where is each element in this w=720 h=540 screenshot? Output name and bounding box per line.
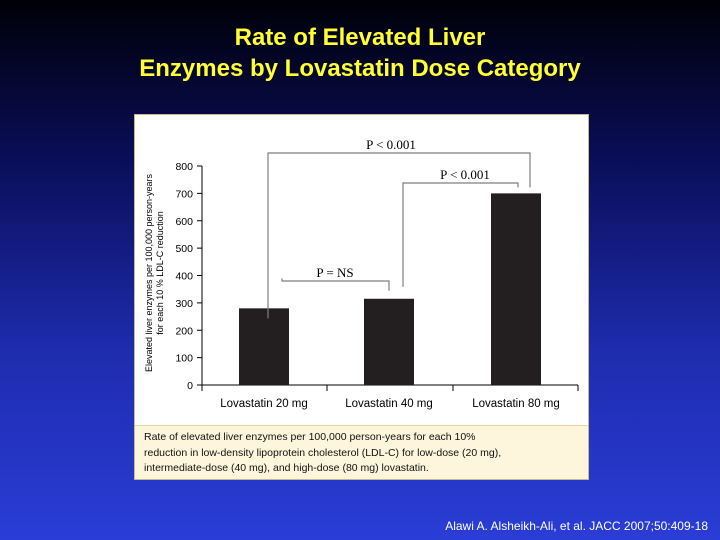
significance-bracket-2 [402, 182, 519, 287]
citation: Alawi A. Alsheikh-Ali, et al. JACC 2007;… [445, 519, 708, 533]
significance-label-3: P < 0.001 [366, 137, 416, 152]
slide-title: Rate of Elevated Liver Enzymes by Lovast… [0, 22, 720, 84]
y-tick-label: 200 [175, 325, 193, 337]
y-tick-label: 100 [175, 353, 193, 365]
significance-bracket-3 [267, 152, 531, 319]
caption-line-2: reduction in low-density lipoprotein cho… [144, 446, 502, 459]
x-category-label: Lovastatin 40 mg [345, 398, 433, 410]
x-category-label: Lovastatin 80 mg [472, 398, 560, 410]
y-axis-title-line-2: for each 10 % LDL-C reduction [155, 211, 165, 335]
significance-label-1: P = NS [316, 265, 353, 280]
y-tick-label: 700 [175, 188, 193, 200]
y-tick-label: 800 [175, 161, 193, 173]
x-category-label: Lovastatin 20 mg [220, 398, 308, 410]
significance-bracket-1 [281, 278, 390, 291]
y-tick-label: 300 [175, 298, 193, 310]
figure-caption: Rate of elevated liver enzymes per 100,0… [135, 425, 588, 479]
bar-2 [364, 298, 414, 385]
bar-1 [239, 308, 289, 385]
bar-chart: 0 100 200 300 400 500 600 700 800 Lovastatin 20 m… [144, 137, 579, 410]
y-tick-label: 0 [187, 380, 193, 392]
significance-label-2: P < 0.001 [440, 167, 490, 182]
y-axis-title-line-1: Elevated liver enzymes per 100,000 perso… [144, 173, 154, 372]
caption-line-1: Rate of elevated liver enzymes per 100,0… [144, 431, 476, 443]
figure-panel: 0 100 200 300 400 500 600 700 800 Lovastatin 20 m… [134, 114, 589, 480]
y-tick-label: 400 [175, 271, 193, 283]
bar-3 [491, 193, 541, 385]
y-tick-label: 500 [175, 243, 193, 255]
caption-line-3: intermediate-dose (40 mg), and high-dose… [144, 462, 429, 475]
slide-title-line-2: Enzymes by Lovastatin Dose Category [139, 55, 581, 82]
slide-title-line-1: Rate of Elevated Liver [234, 24, 486, 51]
y-tick-label: 600 [175, 216, 193, 228]
